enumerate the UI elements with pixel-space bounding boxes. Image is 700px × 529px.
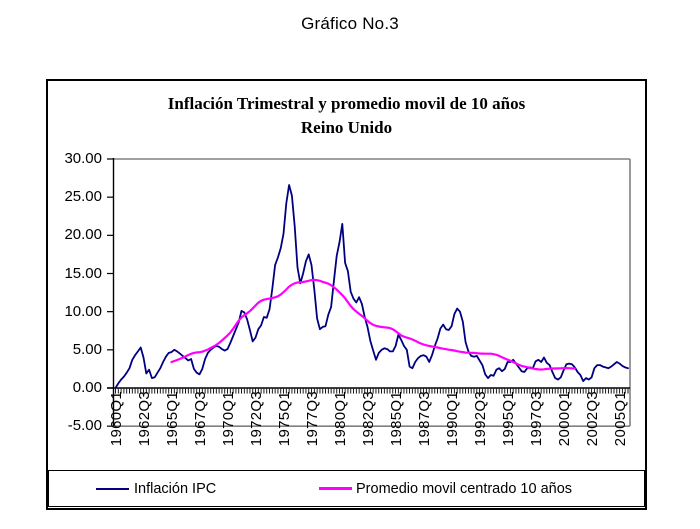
y-axis-tick-label: 5.00 [72, 340, 102, 358]
y-axis-tick-label: 20.00 [64, 226, 102, 244]
legend-line-promedio-movil [319, 487, 352, 490]
x-axis-tick-label: 1992Q3 [471, 391, 489, 447]
chart-title-line2: Reino Unido [300, 118, 393, 137]
y-axis-tick-label: 10.00 [64, 302, 102, 320]
x-axis-tick-label: 1987Q3 [415, 391, 433, 447]
legend: Inflación IPC Promedio movil centrado 10… [48, 470, 645, 507]
y-axis-tick-label: 25.00 [64, 188, 102, 206]
y-axis-tick-label: 15.00 [64, 264, 102, 282]
x-axis-tick-label: 1965Q1 [163, 391, 181, 447]
chart-frame [46, 79, 647, 510]
ipc-line-series [114, 184, 629, 389]
x-axis-tick-label: 1997Q3 [527, 391, 545, 447]
x-axis-tick-label: 1975Q1 [275, 391, 293, 447]
legend-label-promedio-movil: Promedio movil centrado 10 años [356, 481, 573, 497]
x-axis-tick-label: 2000Q1 [555, 391, 573, 447]
x-axis-tick-label: 2005Q1 [611, 391, 629, 447]
y-axis-tick-label: 30.00 [64, 150, 102, 167]
x-axis-tick-label: 2002Q3 [583, 391, 601, 447]
x-axis-tick-label: 1990Q1 [443, 391, 461, 447]
x-axis-tick-label: 1995Q1 [499, 391, 517, 447]
chart-title-line1: Inflación Trimestral y promedio movil de… [167, 94, 526, 113]
x-axis-tick-label: 1980Q1 [331, 391, 349, 447]
y-axis-tick-label: -5.00 [67, 417, 102, 435]
x-axis-tick-label: 1967Q3 [191, 391, 209, 447]
y-axis-tick-label: 0.00 [72, 379, 102, 396]
moving-average-line-series [170, 278, 576, 371]
x-axis-tick-label: 1962Q3 [135, 391, 153, 447]
page-title: Gráfico No.3 [301, 14, 399, 33]
x-axis-tick-label: 1960Q1 [107, 391, 125, 447]
x-axis-tick-label: 1972Q3 [247, 391, 265, 447]
x-axis-tick-label: 1970Q1 [219, 391, 237, 447]
x-axis-tick-label: 1985Q1 [387, 391, 405, 447]
legend-line-inflacion-ipc [96, 487, 129, 490]
legend-label-inflacion-ipc: Inflación IPC [134, 481, 217, 497]
x-axis-tick-label: 1977Q3 [303, 391, 321, 447]
x-axis-tick-label: 1982Q3 [359, 391, 377, 447]
